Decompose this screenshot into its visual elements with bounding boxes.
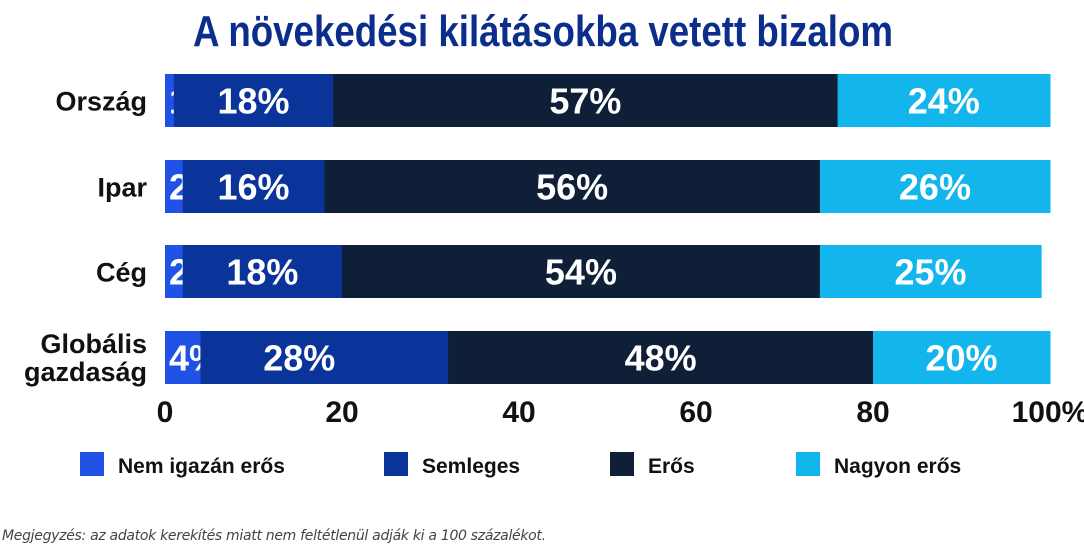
legend-item: Nem igazán erős: [80, 452, 285, 478]
bar-segment: [342, 245, 821, 298]
legend-swatch: [80, 452, 104, 476]
category-label: Cég: [96, 258, 147, 288]
data-label: 48%: [625, 338, 697, 379]
category-label: Ipar: [97, 173, 147, 203]
data-label: 56%: [536, 167, 608, 208]
category-label: Ország: [55, 87, 147, 117]
bar-segment: [448, 331, 874, 384]
bar-segment: [165, 160, 184, 213]
data-label: 25%: [894, 252, 966, 293]
bar-segment: [819, 160, 1051, 213]
legend-item: Erős: [610, 452, 695, 478]
legend-swatch: [384, 452, 408, 476]
x-tick-label: 20: [325, 396, 358, 429]
bar-segment: [165, 74, 175, 127]
legend-label: Semleges: [422, 455, 520, 478]
x-tick-label: 100%: [1012, 396, 1084, 429]
data-label: 18%: [226, 252, 298, 293]
legend-label: Nem igazán erős: [118, 455, 285, 478]
category-label: Globális gazdaság: [24, 329, 147, 387]
bar-segment: [333, 74, 839, 127]
bar-segment: [819, 245, 1042, 298]
data-label: 26%: [899, 167, 971, 208]
data-label: 16%: [217, 167, 289, 208]
x-tick-label: 60: [679, 396, 712, 429]
data-label: 20%: [925, 338, 997, 379]
x-tick-label: 0: [157, 396, 174, 429]
chart-title: A növekedési kilátásokba vetett bizalom: [193, 7, 893, 56]
data-label: 28%: [263, 338, 335, 379]
x-tick-label: 80: [856, 396, 889, 429]
bar-segment: [182, 160, 325, 213]
data-label: 18%: [217, 81, 289, 122]
bar-segment: [200, 331, 449, 384]
legend-item: Nagyon erős: [796, 452, 961, 478]
legend-item: Semleges: [384, 452, 520, 478]
legend-swatch: [610, 452, 634, 476]
bar-segment: [873, 331, 1051, 384]
bar-segment: [165, 245, 184, 298]
legend-label: Erős: [648, 455, 695, 478]
data-label: 24%: [908, 81, 980, 122]
bar-segment: [837, 74, 1051, 127]
bar-segment: [182, 245, 343, 298]
bar-segment: [173, 74, 334, 127]
bar-segment: [165, 331, 201, 384]
legend-label: Nagyon erős: [834, 455, 961, 478]
footnote: Megjegyzés: az adatok kerekítés miatt ne…: [2, 528, 546, 544]
data-label: 57%: [549, 81, 621, 122]
data-label: 54%: [545, 252, 617, 293]
x-tick-label: 40: [502, 396, 535, 429]
legend-swatch: [796, 452, 820, 476]
bar-segment: [324, 160, 821, 213]
